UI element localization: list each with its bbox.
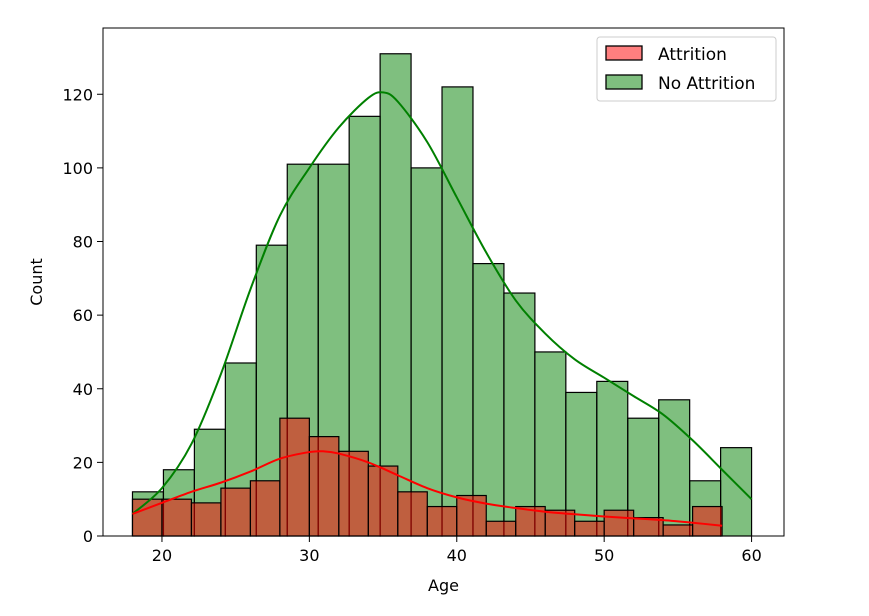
attrition-bar [426,505,458,537]
y-tick-label: 120 [62,85,93,104]
y-axis-ticks: 0 20 40 60 80 100 120 [62,85,103,546]
attrition-bar [574,520,605,537]
attrition-bar [367,465,399,537]
attrition-bar [485,520,517,537]
no-attrition-bar [720,447,753,537]
y-tick-label: 20 [73,453,93,472]
x-axis-ticks: 20 30 40 50 60 [152,536,762,565]
attrition-bar [220,487,252,537]
plot-frame [102,27,785,537]
legend-swatch-attrition [605,45,643,61]
attrition-kde-line [132,450,723,527]
no-attrition-bar [658,399,691,537]
no-attrition-bars [131,53,753,537]
attrition-bars [131,417,723,537]
x-tick-label: 20 [152,546,172,565]
attrition-bar [338,450,369,537]
no-attrition-bar [503,292,536,537]
y-tick-label: 100 [62,159,93,178]
attrition-bar [279,417,310,537]
y-axis-label: Count [27,258,46,306]
attrition-bar [603,509,635,537]
x-tick-label: 30 [299,546,319,565]
y-tick-label: 0 [83,527,93,546]
attrition-bar [161,498,193,537]
no-attrition-bar [441,86,474,537]
x-tick-label: 60 [741,546,761,565]
legend-label-no-attrition: No Attrition [658,74,755,94]
attrition-bar [662,524,694,537]
no-attrition-bar [410,167,443,537]
x-axis-label: Age [428,576,459,595]
y-tick-label: 60 [73,306,93,325]
attrition-bar [190,502,222,537]
y-tick-label: 80 [73,233,93,252]
attrition-bar [249,480,281,537]
attrition-bar [397,491,428,537]
no-attrition-kde-line [131,91,753,515]
no-attrition-bar [534,351,567,537]
legend-label-attrition: Attrition [658,45,727,65]
legend-swatch-no-attrition [605,74,643,90]
x-tick-label: 40 [447,546,467,565]
x-tick-label: 50 [594,546,614,565]
no-attrition-bar [379,53,412,537]
legend: Attrition No Attrition [596,36,777,102]
attrition-bar [692,505,723,537]
y-tick-label: 40 [73,380,93,399]
